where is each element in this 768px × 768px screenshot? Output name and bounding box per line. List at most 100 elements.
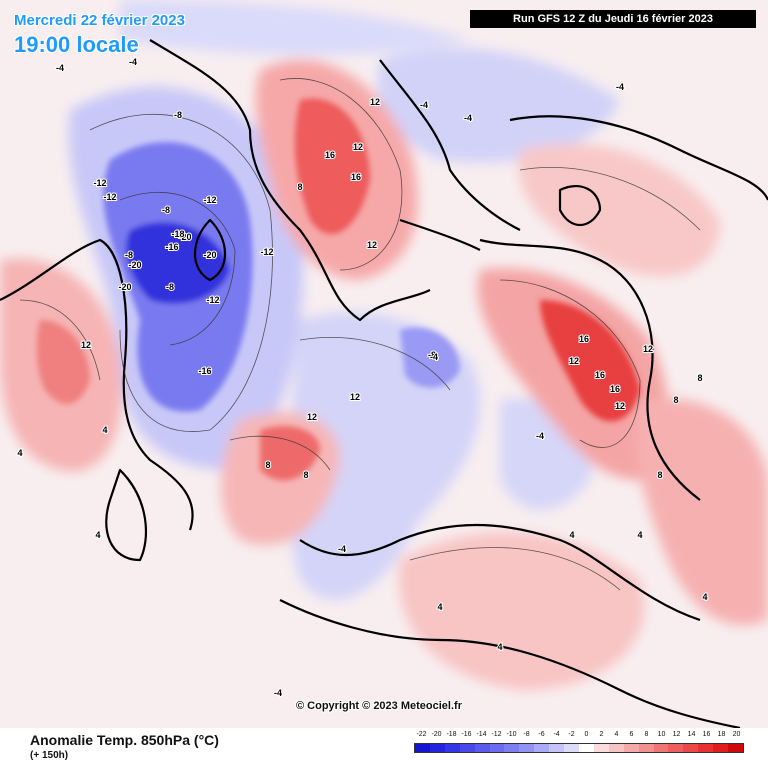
isotherm-label: -20 <box>178 232 191 242</box>
isotherm-label: 12 <box>81 340 91 350</box>
isotherm-label: -12 <box>103 192 116 202</box>
legend-label: 4 <box>614 731 619 738</box>
legend-label: -10 <box>506 731 517 738</box>
legend-swatch <box>564 744 579 752</box>
legend-swatch <box>474 744 490 752</box>
legend-label: -16 <box>461 731 472 738</box>
legend-swatch <box>534 744 550 752</box>
color-scale-legend: -22 -20 -18 -16 -14 -12 -10 -8 -6 -4 -2 0 2 4 6 8 10 12 14… <box>414 731 744 765</box>
legend-swatch <box>668 744 684 752</box>
isotherm-label: 8 <box>297 182 302 192</box>
isotherm-label: 8 <box>697 373 702 383</box>
isotherm-label: 16 <box>325 150 335 160</box>
isotherm-label: -8 <box>166 282 174 292</box>
isotherm-label: -4 <box>420 100 428 110</box>
isotherm-label: 16 <box>579 334 589 344</box>
isotherm-label: -12 <box>206 295 219 305</box>
legend-swatch <box>504 744 520 752</box>
legend-label: -18 <box>446 731 457 738</box>
legend-color-bar <box>414 743 744 753</box>
legend-label: -6 <box>538 731 545 738</box>
legend-label: -14 <box>476 731 487 738</box>
legend-swatch <box>489 744 505 752</box>
isotherm-label: -20 <box>118 282 131 292</box>
isotherm-label: -12 <box>93 178 106 188</box>
isotherm-label: 4 <box>702 592 707 602</box>
isotherm-label: 12 <box>353 142 363 152</box>
contour-lines <box>19 78 701 591</box>
isotherm-label: -4 <box>56 63 64 73</box>
lead-time: (+ 150h) <box>30 750 69 761</box>
isotherm-label: -4 <box>274 688 282 698</box>
legend-swatch <box>444 744 460 752</box>
isotherm-labels: -20-20-20-20-18-16-16-12-12 -12-12-12-8-8… <box>16 56 708 699</box>
isotherm-label: 12 <box>307 412 317 422</box>
isotherm-label: 16 <box>595 370 605 380</box>
isotherm-label: 12 <box>350 392 360 402</box>
isotherm-label: -4 <box>129 57 137 67</box>
forecast-local-time: 19:00 locale <box>14 32 139 57</box>
legend-label: -8 <box>523 731 530 738</box>
legend-label: 0 <box>584 731 589 738</box>
copyright-notice: © Copyright © 2023 Meteociel.fr <box>296 700 462 712</box>
legend-label: 16 <box>702 731 711 738</box>
isotherm-label: -4 <box>338 544 346 554</box>
isotherm-label: 8 <box>265 460 270 470</box>
isotherm-label: -20 <box>128 260 141 270</box>
legend-label: 2 <box>599 731 604 738</box>
isotherm-label: 12 <box>643 344 653 354</box>
isotherm-label: -4 <box>536 431 544 441</box>
isotherm-label: -4 <box>616 82 624 92</box>
legend-swatch <box>578 744 594 752</box>
legend-labels: -22 -20 -18 -16 -14 -12 -10 -8 -6 -4 -2 0 2 4 6 8 10 12 14… <box>414 731 744 743</box>
coastlines <box>0 39 768 728</box>
legend-swatch <box>623 744 639 752</box>
legend-label: 20 <box>732 731 741 738</box>
legend-label: 6 <box>629 731 634 738</box>
isotherm-label: 4 <box>17 448 22 458</box>
isotherm-label: 4 <box>95 530 100 540</box>
legend-label: -2 <box>568 731 575 738</box>
legend-label: -20 <box>431 731 442 738</box>
legend-label: 14 <box>687 731 696 738</box>
isotherm-label: -18 <box>171 229 184 239</box>
map-footer: Anomalie Temp. 850hPa (°C) (+ 150h) -22-… <box>0 728 768 768</box>
isotherm-label: 16 <box>610 384 620 394</box>
legend-swatch <box>593 744 609 752</box>
anomaly-cores <box>36 98 640 481</box>
legend-swatch <box>429 744 445 752</box>
field-title: Anomalie Temp. 850hPa (°C) <box>30 732 219 748</box>
legend-label: -12 <box>491 731 502 738</box>
isotherm-label: -8 <box>428 350 436 360</box>
isotherm-label: -8 <box>174 110 182 120</box>
isotherm-label: 4 <box>569 530 574 540</box>
legend-swatch <box>713 744 729 752</box>
forecast-date: Mercredi 22 février 2023 <box>14 12 185 29</box>
legend-swatch <box>638 744 654 752</box>
legend-label: 10 <box>657 731 666 738</box>
temperature-anomaly-map: -20-20-20-20-18-16-16-12-12 -12-12-12-8-8… <box>0 0 768 728</box>
isotherm-label: 12 <box>615 401 625 411</box>
legend-label: 8 <box>644 731 649 738</box>
legend-swatch <box>698 744 714 752</box>
legend-swatch <box>608 744 624 752</box>
isotherm-label: -12 <box>203 195 216 205</box>
isotherm-label: -20 <box>203 250 216 260</box>
legend-swatch <box>459 744 475 752</box>
isotherm-label: 4 <box>497 642 502 652</box>
isotherm-label: 8 <box>657 470 662 480</box>
isotherm-label: -8 <box>162 205 170 215</box>
isotherm-label: 16 <box>351 172 361 182</box>
isotherm-label: 8 <box>303 470 308 480</box>
legend-label: -22 <box>416 731 427 738</box>
isotherm-label: -16 <box>198 366 211 376</box>
legend-swatch <box>728 744 743 752</box>
isotherm-label: 12 <box>569 356 579 366</box>
isotherm-label: 8 <box>673 395 678 405</box>
legend-swatch <box>549 744 565 752</box>
isotherm-label: -16 <box>165 242 178 252</box>
isotherm-label: 4 <box>102 425 107 435</box>
isotherm-label: 12 <box>367 240 377 250</box>
isotherm-label: 4 <box>637 530 642 540</box>
isotherm-label: 4 <box>437 602 442 612</box>
